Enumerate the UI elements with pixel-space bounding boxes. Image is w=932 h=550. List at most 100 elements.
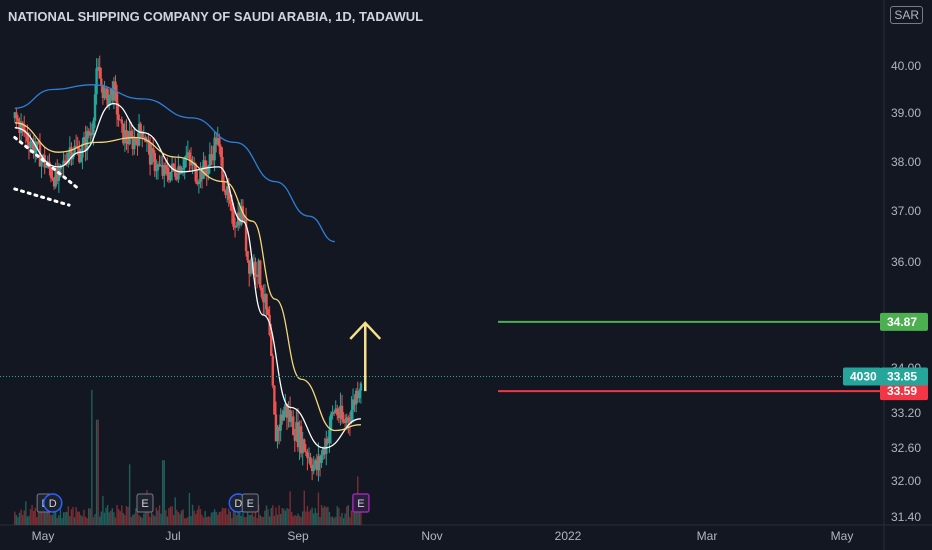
candle-body bbox=[106, 88, 109, 106]
candle-body bbox=[229, 199, 232, 204]
candle-body bbox=[196, 181, 199, 184]
candle-body bbox=[200, 168, 204, 180]
candle-body bbox=[318, 456, 322, 463]
volume-bar bbox=[264, 510, 266, 525]
candle-body bbox=[307, 457, 311, 459]
candle-body bbox=[224, 190, 227, 196]
volume-bar bbox=[89, 508, 92, 525]
volume-bar bbox=[198, 505, 200, 525]
volume-bar bbox=[333, 518, 335, 525]
moving-average-slow bbox=[14, 84, 335, 243]
candle-body bbox=[203, 160, 207, 170]
candle-body bbox=[15, 112, 18, 119]
volume-bar bbox=[152, 514, 154, 525]
candle-body bbox=[125, 130, 128, 141]
volume-bar bbox=[300, 516, 302, 525]
volume-bar bbox=[26, 516, 29, 525]
candle-body bbox=[51, 177, 54, 180]
dividend-marker[interactable] bbox=[43, 493, 63, 513]
volume-bar bbox=[353, 511, 356, 525]
candle-body bbox=[103, 88, 106, 99]
volume-bar bbox=[121, 505, 123, 525]
earnings-upcoming-marker[interactable] bbox=[352, 493, 370, 513]
volume-bar bbox=[297, 513, 299, 525]
candle-body bbox=[244, 218, 248, 252]
candle-body bbox=[89, 132, 92, 136]
candle-body bbox=[130, 131, 133, 137]
earnings-marker[interactable] bbox=[136, 493, 154, 513]
candle-body bbox=[98, 67, 101, 79]
volume-bar bbox=[92, 517, 95, 525]
candle-body bbox=[34, 149, 37, 154]
trendline-dotted[interactable] bbox=[13, 187, 71, 207]
volume-bar bbox=[286, 508, 288, 525]
volume-bar bbox=[268, 516, 271, 525]
volume-bar bbox=[240, 515, 243, 525]
candle-body bbox=[19, 122, 23, 133]
candle-body bbox=[30, 141, 34, 144]
volume-bar bbox=[100, 511, 103, 525]
volume-bar bbox=[25, 501, 27, 525]
volume-bar bbox=[144, 511, 147, 525]
volume-bar bbox=[322, 507, 324, 525]
y-tick-label: 33.20 bbox=[891, 406, 921, 420]
candle-body bbox=[126, 140, 130, 145]
volume-bar bbox=[278, 505, 280, 525]
candle-body bbox=[325, 438, 328, 455]
volume-bar bbox=[117, 509, 120, 525]
candle-body bbox=[82, 136, 86, 144]
candle-body bbox=[54, 168, 57, 187]
candle-body bbox=[123, 130, 127, 144]
volume-bar bbox=[130, 517, 132, 525]
volume-bar bbox=[174, 497, 176, 525]
resistance-price-tag-bg bbox=[880, 382, 928, 401]
volume-bar bbox=[80, 515, 82, 525]
volume-bar bbox=[290, 511, 293, 525]
candle-body bbox=[148, 142, 152, 165]
volume-bar bbox=[78, 511, 80, 525]
candle-body bbox=[354, 390, 358, 405]
candle-body bbox=[49, 168, 53, 178]
volume-bar bbox=[177, 512, 180, 525]
volume-bar bbox=[168, 508, 170, 525]
candle-body bbox=[26, 133, 29, 142]
currency-selector[interactable]: SAR bbox=[890, 6, 923, 24]
trendline-dotted[interactable] bbox=[13, 136, 81, 191]
candle-body bbox=[213, 137, 216, 161]
candle-body bbox=[163, 164, 166, 176]
volume-bar bbox=[259, 515, 261, 525]
volume-bar bbox=[212, 512, 214, 525]
earnings-marker[interactable] bbox=[241, 493, 259, 513]
candle-body bbox=[197, 181, 201, 184]
volume-bar bbox=[313, 513, 315, 525]
volume-bar bbox=[253, 516, 255, 525]
candle-body bbox=[306, 452, 309, 458]
candle-body bbox=[337, 415, 341, 419]
candle-body bbox=[271, 355, 275, 386]
volume-bar bbox=[327, 506, 329, 525]
candle-body bbox=[156, 164, 160, 171]
candle-body bbox=[222, 182, 226, 191]
y-tick-label: 38.00 bbox=[891, 155, 921, 169]
volume-bar bbox=[265, 505, 268, 525]
y-tick-label: 37.00 bbox=[891, 204, 921, 218]
volume-bar bbox=[155, 507, 158, 525]
candle-body bbox=[211, 155, 215, 161]
candle-body bbox=[13, 112, 16, 118]
candle-body bbox=[331, 412, 334, 415]
volume-bar bbox=[106, 504, 109, 525]
y-tick-label: 39.00 bbox=[891, 106, 921, 120]
moving-average-mid bbox=[14, 122, 361, 432]
volume-bar bbox=[143, 513, 145, 525]
volume-bar bbox=[18, 512, 21, 525]
volume-bar bbox=[215, 511, 217, 525]
target-arrow-head bbox=[349, 321, 382, 340]
candle-body bbox=[62, 160, 65, 166]
volume-bar bbox=[283, 508, 285, 525]
candle-body bbox=[23, 125, 26, 132]
volume-bar bbox=[108, 512, 110, 525]
candle-body bbox=[35, 141, 39, 150]
volume-bar bbox=[36, 517, 38, 525]
volume-bar bbox=[331, 516, 334, 525]
